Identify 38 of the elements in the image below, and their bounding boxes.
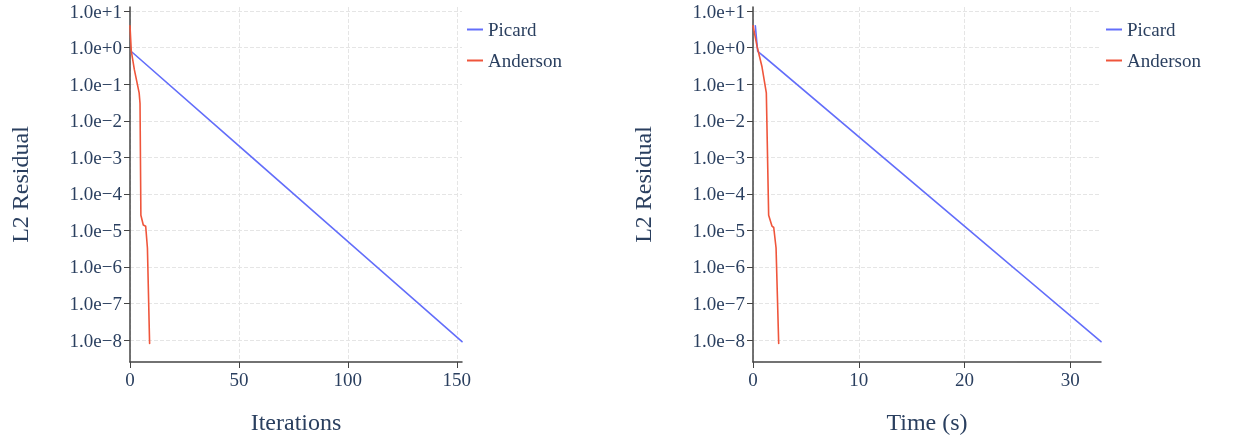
x-tick-label: 20	[955, 369, 975, 390]
y-tick-label: 1.0e+1	[69, 0, 122, 22]
legend-label: Picard	[488, 19, 538, 40]
x-tick-label: 10	[849, 369, 869, 390]
y-tick-label: 1.0e−1	[692, 73, 745, 95]
x-tick-label: 50	[229, 369, 249, 390]
line-series	[752, 24, 780, 345]
y-tick-label: 1.0e−6	[69, 256, 122, 278]
x-axis-title: Time (s)	[886, 409, 968, 435]
y-tick-label: 1.0e+1	[692, 0, 745, 22]
y-tick-label: 1.0e−1	[69, 73, 122, 95]
y-tick-label: 1.0e−2	[69, 110, 122, 132]
x-axis-title: Iterations	[250, 409, 342, 435]
x-tick-label: 150	[442, 369, 472, 390]
y-axis-title: L2 Residual	[630, 125, 656, 243]
y-tick-label: 1.0e−6	[692, 256, 745, 278]
y-axis-title: L2 Residual	[7, 125, 33, 243]
y-tick-label: 1.0e+0	[69, 37, 122, 59]
y-tick-label: 1.0e−4	[69, 183, 123, 205]
x-tick-label: 100	[333, 369, 363, 390]
y-tick-label: 1.0e−5	[692, 219, 745, 241]
y-tick-label: 1.0e−4	[692, 183, 746, 205]
legend-label: Picard	[1127, 19, 1177, 40]
y-tick-label: 1.0e−2	[692, 110, 745, 132]
line-series	[129, 24, 151, 345]
x-tick-label: 30	[1060, 369, 1080, 390]
y-tick-label: 1.0e−8	[692, 329, 745, 351]
y-tick-label: 1.0e−3	[692, 146, 745, 168]
y-tick-label: 1.0e−3	[69, 146, 122, 168]
y-tick-label: 1.0e−7	[692, 292, 745, 314]
y-tick-label: 1.0e−7	[69, 292, 122, 314]
legend-label: Anderson	[1127, 50, 1202, 71]
legend-label: Anderson	[488, 50, 563, 71]
y-tick-label: 1.0e−5	[69, 219, 122, 241]
y-tick-label: 1.0e+0	[692, 37, 745, 59]
x-tick-label: 0	[125, 369, 135, 390]
x-tick-label: 0	[748, 369, 758, 390]
y-tick-label: 1.0e−8	[69, 329, 122, 351]
